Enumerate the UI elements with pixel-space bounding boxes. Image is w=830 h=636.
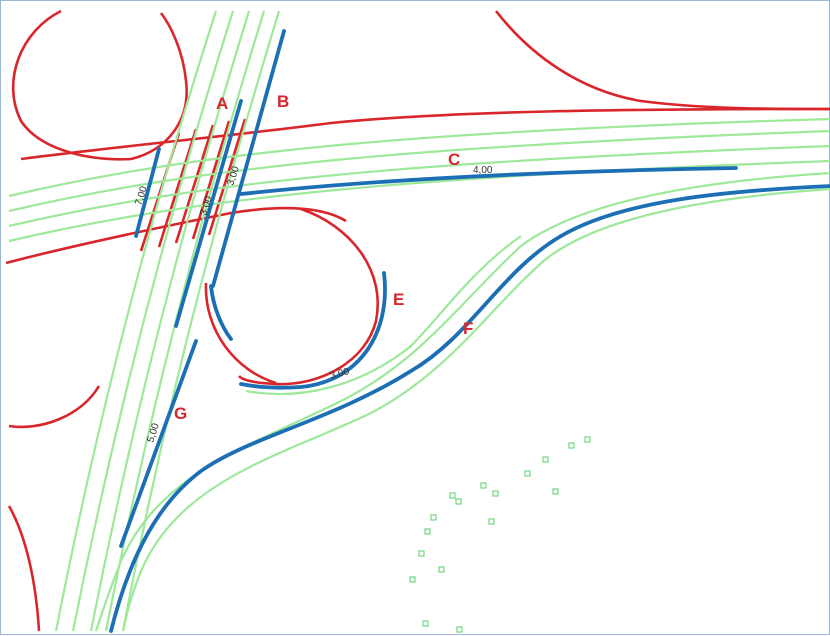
loop-top-left <box>11 9 188 161</box>
label-A: A <box>216 94 228 113</box>
tree-marker <box>480 482 487 489</box>
label-B: B <box>277 92 289 111</box>
lane-diagonal <box>54 10 218 632</box>
crossing-tick <box>157 128 198 248</box>
blue-line-B <box>211 29 286 288</box>
blue-line-left <box>134 147 161 238</box>
road-edge-upper <box>20 107 830 161</box>
tree-marker <box>409 576 416 583</box>
blue-line-A <box>174 99 243 328</box>
tree-marker <box>552 488 559 495</box>
section-labels: A B C E F G <box>174 92 473 423</box>
tree-marker <box>422 620 429 627</box>
lane-ramp <box>245 235 522 396</box>
blue-line-G <box>119 339 198 548</box>
label-C: C <box>448 150 460 169</box>
green-lanes <box>8 10 830 632</box>
measurement-label: 4,00 <box>473 165 493 176</box>
red-lines <box>5 9 830 632</box>
lane-diagonal <box>121 10 281 632</box>
lane-diagonal <box>71 10 235 632</box>
tree-markers <box>409 436 591 633</box>
tree-marker <box>584 436 591 443</box>
lane-diagonal <box>89 10 251 632</box>
loop-center-inner <box>204 282 277 385</box>
label-E: E <box>393 290 404 309</box>
blue-lines <box>109 29 830 633</box>
loop-top-right <box>494 10 830 111</box>
tree-marker <box>449 492 456 499</box>
tree-marker <box>488 518 495 525</box>
measurement-label: 3,00 <box>225 165 242 187</box>
lane-ramp <box>94 171 830 632</box>
loop-center <box>237 207 379 386</box>
measurement-label: 3,00 <box>329 366 351 382</box>
blue-line-C <box>239 166 738 196</box>
crossing-tick <box>207 118 247 236</box>
crossing-tick <box>174 124 215 244</box>
tree-marker <box>542 456 549 463</box>
tree-marker <box>568 442 575 449</box>
loop-bottom-left <box>8 385 101 429</box>
lane-ramp <box>121 187 830 632</box>
tree-marker <box>524 470 531 477</box>
label-G: G <box>174 404 187 423</box>
blue-line-E <box>239 271 387 390</box>
lane-horizontal <box>8 129 830 213</box>
tree-marker <box>492 490 499 497</box>
tree-marker <box>438 566 445 573</box>
tree-marker <box>430 514 437 521</box>
tree-marker <box>455 498 462 505</box>
crossing-tick <box>191 120 231 240</box>
tree-marker <box>456 626 463 633</box>
blue-line-loop-inner <box>209 284 233 341</box>
blue-line-F <box>109 184 830 633</box>
tree-marker <box>418 550 425 557</box>
loop-left-bottom <box>7 505 41 632</box>
lane-horizontal <box>8 144 830 228</box>
lane-horizontal <box>8 117 830 198</box>
label-F: F <box>463 319 473 338</box>
tree-marker <box>424 528 431 535</box>
